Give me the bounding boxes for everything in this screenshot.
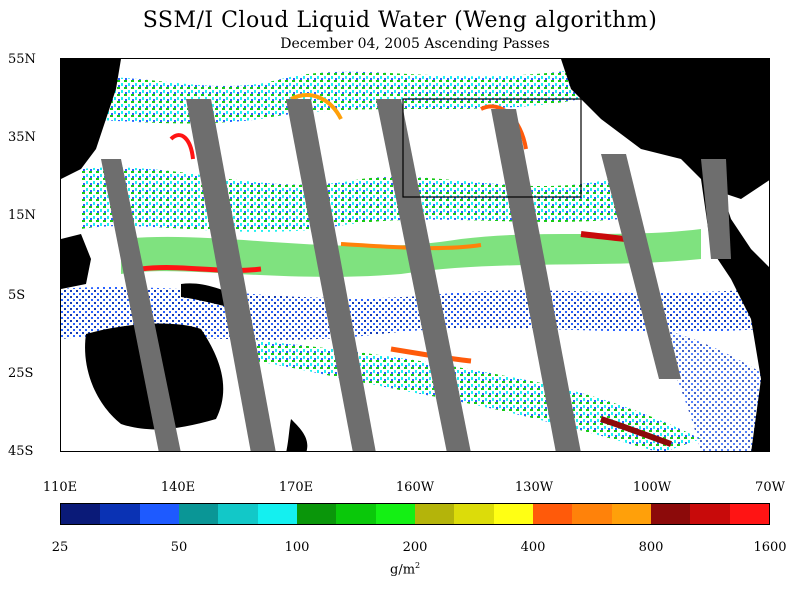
lat-label-45s: 45S <box>8 444 34 459</box>
colorbar-swatch-10 <box>454 504 494 524</box>
lat-label-15n: 15N <box>8 208 36 223</box>
lon-label-160w: 160W <box>395 480 435 495</box>
colorbar-swatch-9 <box>414 504 455 524</box>
units-base: g/m <box>390 562 416 578</box>
colorbar-swatch-4 <box>218 504 258 524</box>
swath-gaps <box>101 99 731 451</box>
colorbar-swatch-3 <box>178 504 219 524</box>
colorbar-swatch-14 <box>611 504 651 524</box>
colorbar-swatch-1 <box>100 504 140 524</box>
inset-box <box>402 98 582 198</box>
colorbar-swatch-16 <box>690 504 730 524</box>
lon-label-170e: 170E <box>278 480 314 495</box>
colorbar-label-200: 200 <box>402 540 428 555</box>
colorbar-swatch-17 <box>729 504 769 524</box>
lat-label-25s: 25S <box>8 366 34 381</box>
colorbar-label-100: 100 <box>284 540 310 555</box>
lat-label-5s: 5S <box>8 288 26 303</box>
colorbar-label-400: 400 <box>520 540 546 555</box>
colorbar-swatch-13 <box>572 504 612 524</box>
units-exponent: 2 <box>415 561 421 570</box>
lat-label-35n: 35N <box>8 130 36 145</box>
colorbar-swatch-15 <box>650 504 691 524</box>
colorbar-swatch-7 <box>336 504 376 524</box>
colorbar-label-25: 25 <box>51 540 69 555</box>
colorbar <box>60 503 770 525</box>
colorbar-swatch-5 <box>257 504 297 524</box>
colorbar-label-50: 50 <box>170 540 188 555</box>
colorbar-swatch-0 <box>61 504 101 524</box>
chart-title: SSM/I Cloud Liquid Water (Weng algorithm… <box>142 8 658 33</box>
cloud-water-map <box>61 59 769 451</box>
colorbar-units: g/m2 <box>390 561 420 577</box>
chart-subtitle: December 04, 2005 Ascending Passes <box>280 36 550 52</box>
colorbar-swatch-11 <box>493 504 533 524</box>
lon-label-110e: 110E <box>42 480 78 495</box>
lon-label-100w: 100W <box>632 480 672 495</box>
lon-label-130w: 130W <box>514 480 554 495</box>
colorbar-swatch-6 <box>296 504 337 524</box>
colorbar-label-1600: 1600 <box>753 540 787 555</box>
lon-label-70w: 70W <box>755 480 785 495</box>
colorbar-label-800: 800 <box>638 540 664 555</box>
map-panel <box>60 58 770 452</box>
colorbar-swatch-2 <box>139 504 179 524</box>
colorbar-swatch-12 <box>532 504 573 524</box>
colorbar-swatch-8 <box>375 504 415 524</box>
lat-label-55n: 55N <box>8 52 36 67</box>
lon-label-140e: 140E <box>160 480 196 495</box>
